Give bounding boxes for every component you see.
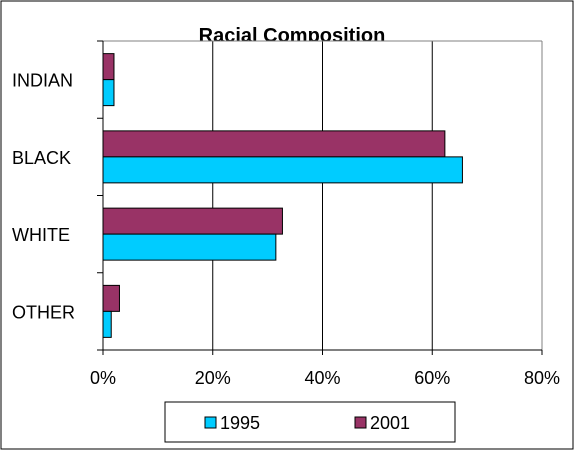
x-tick-label: 20% xyxy=(195,368,231,388)
x-tick-label: 0% xyxy=(90,368,116,388)
bar-1995-white xyxy=(102,233,277,261)
legend: 1995 2001 xyxy=(164,401,456,443)
legend-label-1995: 1995 xyxy=(220,413,260,433)
category-label-black: BLACK xyxy=(12,148,71,168)
plot-area: 0% 20% 40% 60% 80% INDIAN BLACK WHITE OTHER xyxy=(12,40,560,388)
x-tick-label: 80% xyxy=(524,368,560,388)
x-tick-label: 60% xyxy=(414,368,450,388)
bar-1995-other xyxy=(102,310,112,338)
legend-swatch-2001 xyxy=(354,416,367,429)
legend-label-2001: 2001 xyxy=(370,413,410,433)
bar-1995-black xyxy=(102,156,463,184)
bar-2001-other xyxy=(102,284,120,312)
bar-2001-white xyxy=(102,207,283,235)
category-label-other: OTHER xyxy=(12,302,75,322)
legend-swatch-1995 xyxy=(204,416,217,429)
bar-2001-black xyxy=(102,130,446,158)
bar-1995-indian xyxy=(102,79,115,107)
x-tick-label: 40% xyxy=(304,368,340,388)
category-label-white: WHITE xyxy=(12,225,70,245)
category-label-indian: INDIAN xyxy=(12,71,73,91)
bar-2001-indian xyxy=(102,53,115,81)
